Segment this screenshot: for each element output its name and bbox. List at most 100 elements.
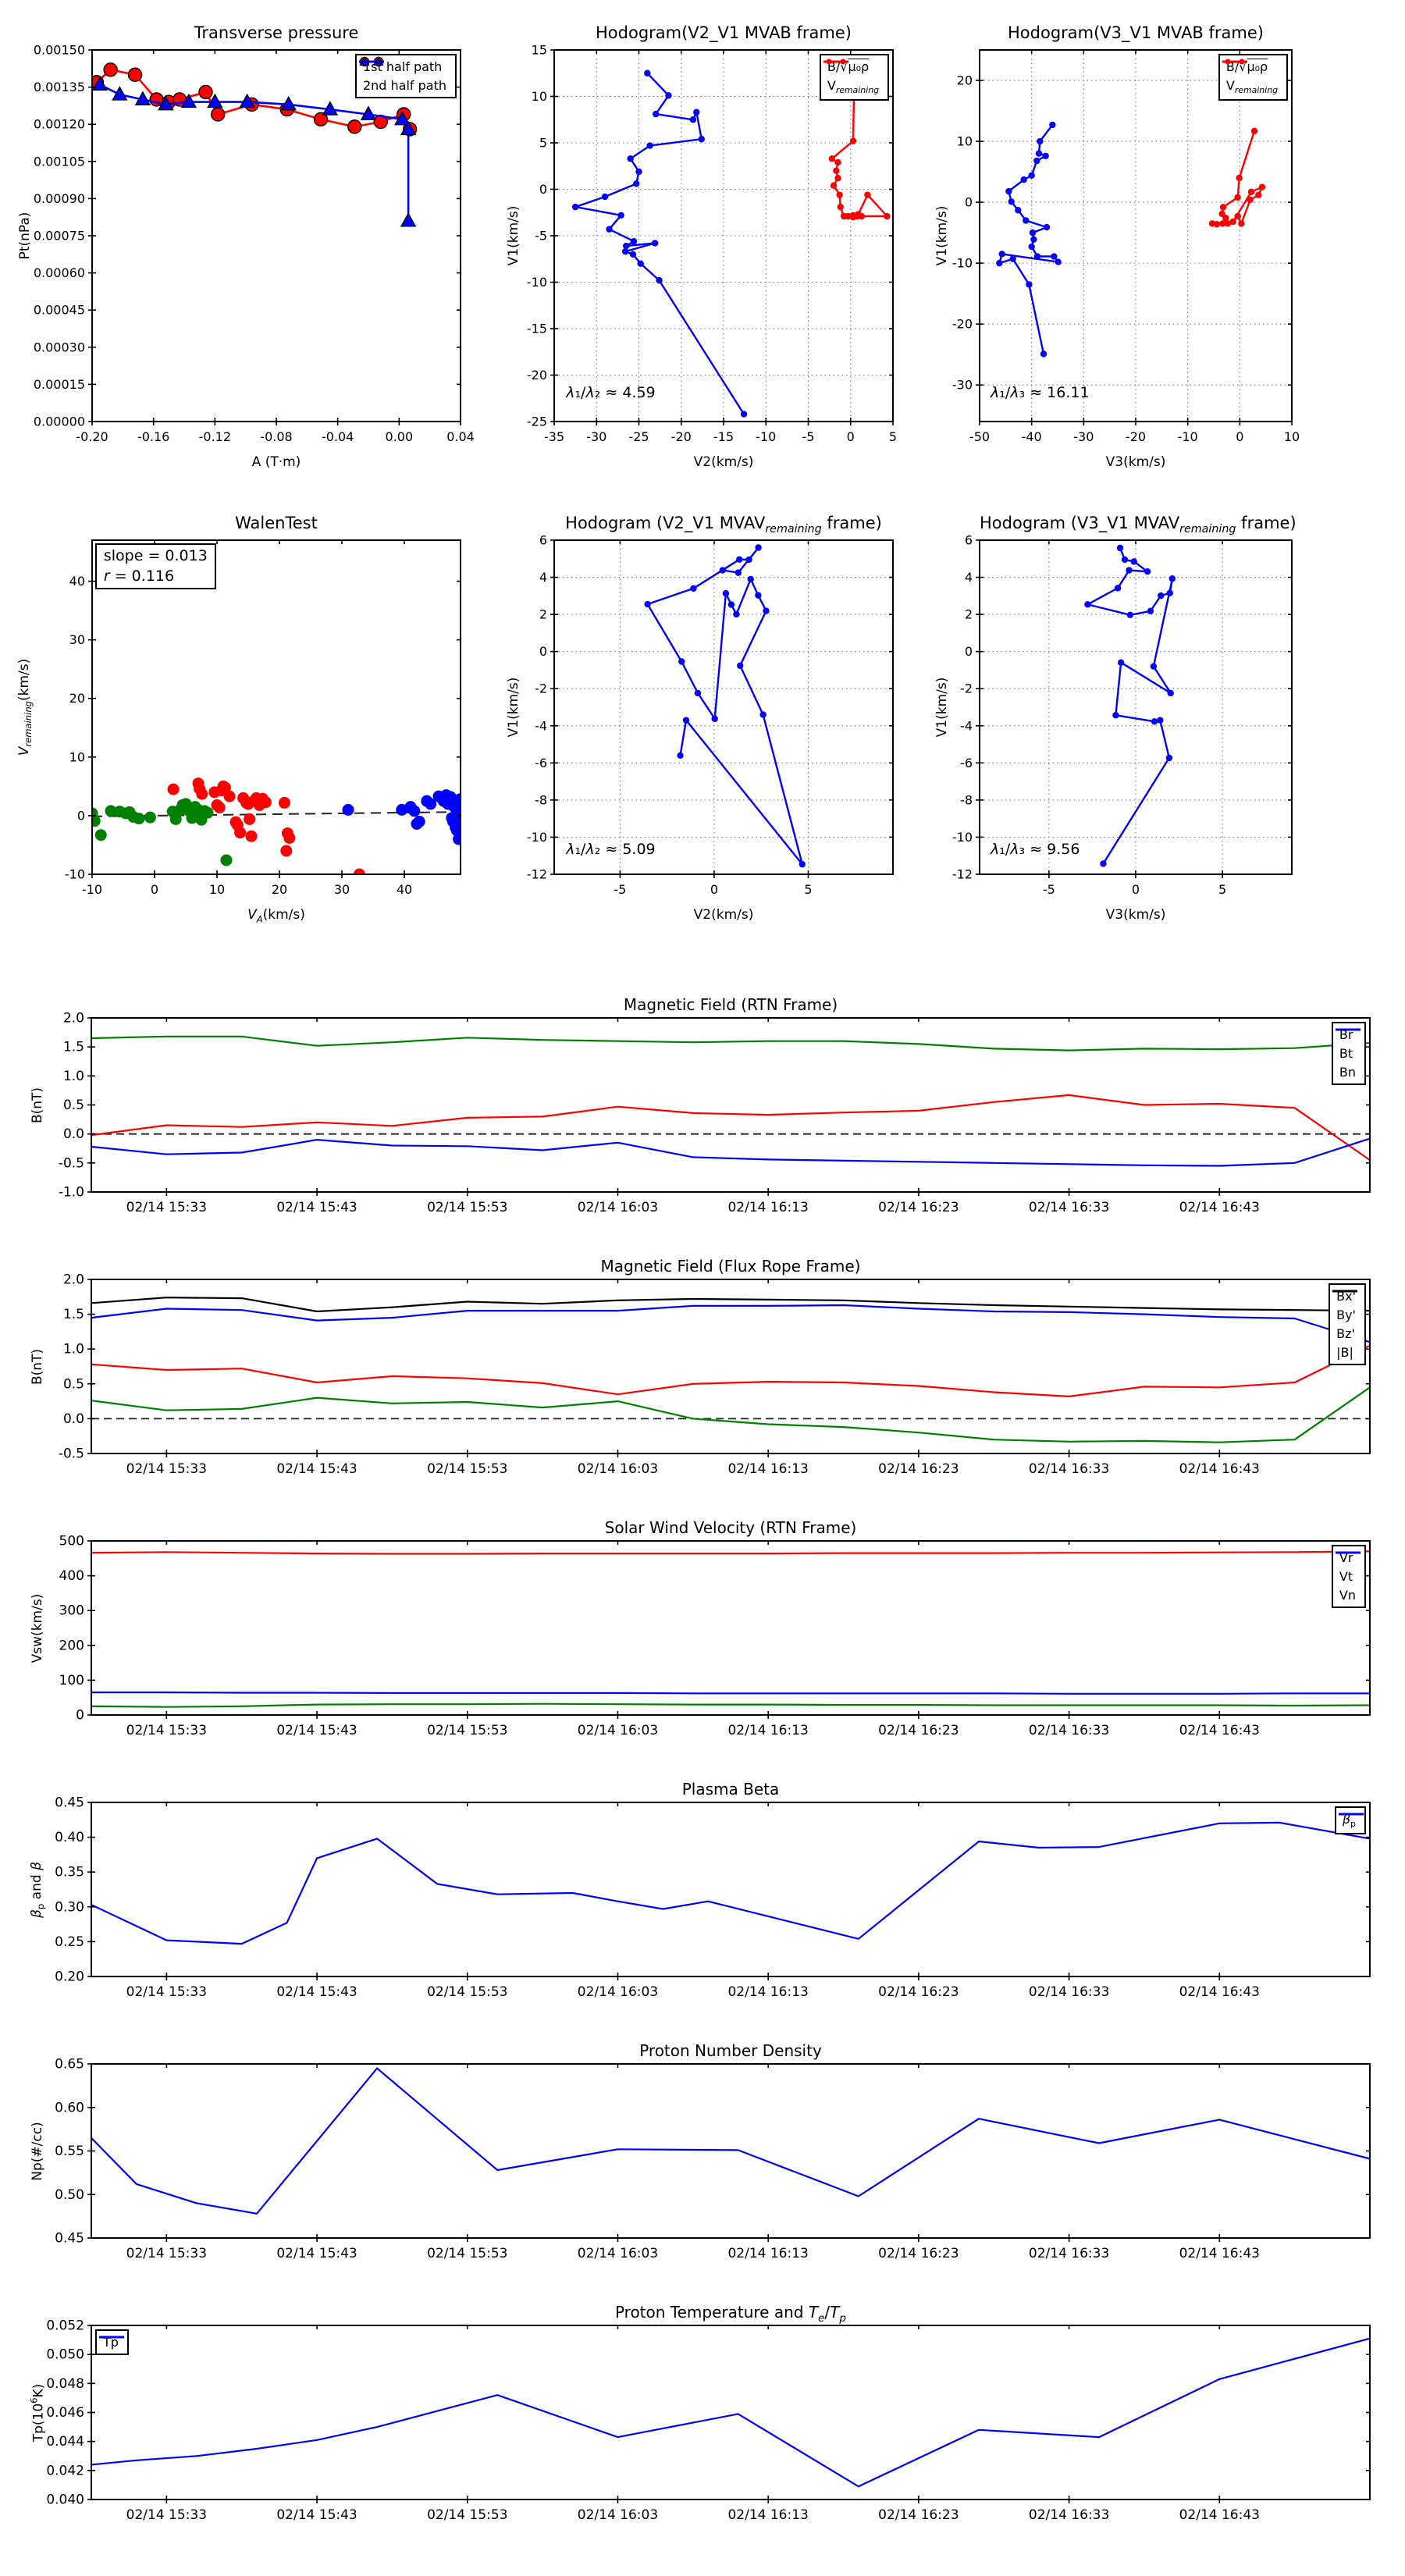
legend-label: Vn (1339, 1588, 1356, 1603)
legend-entry: |B| (1332, 1290, 1358, 1360)
svg-text:02/14 16:43: 02/14 16:43 (1179, 1723, 1260, 1738)
svg-text:0.00135: 0.00135 (34, 80, 85, 94)
chart-title: Hodogram (V2_V1 MVAVremaining frame) (565, 514, 882, 536)
legend-entry: Bz' (1332, 1290, 1358, 1341)
x-axis-label: V3(km/s) (1105, 907, 1166, 923)
legend-label: Tp (103, 2335, 119, 2350)
svg-text:02/14 16:13: 02/14 16:13 (727, 2246, 808, 2261)
legend-label: |B| (1336, 1345, 1353, 1360)
svg-text:02/14 15:53: 02/14 15:53 (427, 2507, 507, 2523)
svg-text:0.00090: 0.00090 (34, 191, 85, 206)
svg-text:200: 200 (59, 1638, 84, 1653)
plot-area: 02/14 15:33 02/14 15:43 02/14 15:53 02/14 1… (55, 2057, 1371, 2261)
legend-entry: 2nd half path (358, 56, 446, 93)
legend-label: Bn (1339, 1065, 1356, 1080)
svg-text:02/14 16:43: 02/14 16:43 (1179, 2507, 1260, 2523)
plot-area: 02/14 15:33 02/14 15:43 02/14 15:53 02/14 1… (59, 1534, 1371, 1738)
svg-text:-5: -5 (802, 429, 815, 444)
svg-text:15: 15 (532, 43, 547, 58)
svg-text:4: 4 (539, 570, 547, 585)
chart-title: Hodogram(V3_V1 MVAB frame) (1008, 23, 1264, 42)
hodogram-v2-v1-mvav-panel: Hodogram (V2_V1 MVAVremaining frame) V1(… (493, 500, 915, 984)
svg-text:100: 100 (59, 1673, 84, 1688)
legend-entry: By' (1332, 1290, 1358, 1322)
svg-text:0: 0 (965, 195, 973, 210)
magnetic-field-rtn-panel: Magnetic Field (RTN Frame) B(nT) 02/14 1… (6, 991, 1403, 1249)
svg-text:0.65: 0.65 (55, 2057, 84, 2073)
svg-text:02/14 16:33: 02/14 16:33 (1029, 1984, 1109, 2000)
walen-test-panel: WalenTest Vremaining(km/s) VA(km/s) -10 0… (6, 500, 484, 984)
svg-text:0.048: 0.048 (46, 2376, 84, 2392)
plot-area: -0.20 -0.16 -0.12 -0.08 -0.04 0.00 0.04 0.00000… (34, 43, 475, 445)
svg-text:02/14 16:43: 02/14 16:43 (1179, 1984, 1260, 2000)
svg-text:0: 0 (1132, 882, 1140, 897)
fit-stats-box: slope = 0.013 r = 0.116 (94, 543, 216, 589)
svg-text:0.052: 0.052 (46, 2318, 84, 2334)
legend-label: By' (1336, 1308, 1356, 1322)
svg-text:-12: -12 (527, 867, 547, 882)
svg-text:-10: -10 (65, 867, 85, 882)
svg-text:-15: -15 (713, 429, 734, 444)
svg-text:02/14 16:33: 02/14 16:33 (1029, 1723, 1109, 1738)
svg-text:-8: -8 (535, 792, 547, 807)
svg-text:02/14 16:43: 02/14 16:43 (1179, 1200, 1260, 1215)
legend-marker-icon (823, 59, 848, 65)
legend-entry: Vn (1335, 1551, 1361, 1603)
svg-text:0.45: 0.45 (55, 1795, 84, 1811)
svg-text:0.0: 0.0 (63, 1411, 84, 1427)
y-axis-label: Vremaining(km/s) (16, 658, 34, 756)
proton-temperature-panel: Proton Temperature and Te/Tp Tp(106K) 02… (6, 2299, 1403, 2556)
legend-entry: Tp (99, 2335, 124, 2350)
svg-text:-20: -20 (671, 429, 692, 444)
svg-text:-0.08: -0.08 (260, 429, 292, 444)
svg-text:0: 0 (151, 882, 158, 897)
legend: B/√μ₀ρ Vremaining (1218, 54, 1288, 101)
svg-text:40: 40 (69, 574, 85, 589)
svg-text:300: 300 (59, 1603, 84, 1619)
legend-label: Br (1339, 1027, 1353, 1042)
svg-text:40: 40 (397, 882, 412, 897)
svg-text:30: 30 (69, 632, 85, 647)
legend-entry: βp (1338, 1812, 1364, 1829)
svg-text:-35: -35 (544, 429, 564, 444)
svg-text:-10: -10 (952, 830, 973, 845)
legend-marker-icon (99, 2336, 124, 2339)
lambda-ratio-annotation: λ₁/λ₂ ≈ 5.09 (566, 841, 656, 859)
legend-label: Bz' (1336, 1326, 1355, 1341)
svg-text:02/14 15:43: 02/14 15:43 (276, 1461, 357, 1477)
svg-text:02/14 15:33: 02/14 15:33 (126, 1984, 207, 2000)
svg-text:0.50: 0.50 (55, 2187, 84, 2203)
svg-text:02/14 15:53: 02/14 15:53 (427, 1200, 507, 1215)
svg-text:-40: -40 (1022, 429, 1042, 444)
svg-text:02/14 16:03: 02/14 16:03 (578, 2246, 658, 2261)
legend-label: B/√μ₀ρ (1225, 59, 1268, 74)
svg-text:02/14 16:33: 02/14 16:33 (1029, 1200, 1109, 1215)
svg-text:-30: -30 (586, 429, 606, 444)
svg-text:02/14 16:43: 02/14 16:43 (1179, 1461, 1260, 1477)
svg-text:02/14 16:33: 02/14 16:33 (1029, 1461, 1109, 1477)
hodogram-v3-v1-mvav-panel: Hodogram (V3_V1 MVAVremaining frame) V1(… (925, 500, 1374, 984)
svg-text:-20: -20 (952, 317, 973, 332)
plasma-beta-panel: Plasma Beta βp and β 02/14 15:33 02/14 15… (6, 1776, 1403, 2033)
plot-area: -50 -40 -30 -20 -10 0 10 -30 -20 -10 0 10 20 (952, 49, 1300, 444)
proton-density-panel: Proton Number Density Np(#/cc) 02/14 15:… (6, 2037, 1403, 2295)
legend-entry: Vremaining (823, 59, 879, 95)
svg-text:02/14 16:43: 02/14 16:43 (1179, 2246, 1260, 2261)
svg-text:0.00105: 0.00105 (34, 154, 85, 169)
svg-text:0.5: 0.5 (63, 1098, 84, 1113)
y-axis-label: B(nT) (30, 1348, 45, 1385)
svg-text:10: 10 (1284, 429, 1300, 444)
svg-text:-5: -5 (1043, 882, 1055, 897)
legend-label: Vr (1339, 1550, 1353, 1565)
plot-area: -5 0 5 -12 -10 -8 -6 -4 -2 0 2 4 6 (952, 533, 1293, 897)
legend: βp (1334, 1806, 1366, 1835)
legend-entry: Vremaining (1222, 59, 1278, 95)
plot-area: -5 0 5 -12 -10 -8 -6 -4 -2 0 2 4 6 (527, 533, 894, 897)
chart-title: Transverse pressure (194, 23, 359, 42)
svg-text:1.5: 1.5 (63, 1040, 84, 1055)
svg-text:02/14 15:43: 02/14 15:43 (276, 1984, 357, 2000)
svg-text:02/14 16:23: 02/14 16:23 (878, 2507, 959, 2523)
chart-title: Hodogram (V3_V1 MVAVremaining frame) (980, 514, 1297, 536)
lambda-ratio-annotation: λ₁/λ₂ ≈ 4.59 (566, 384, 656, 402)
